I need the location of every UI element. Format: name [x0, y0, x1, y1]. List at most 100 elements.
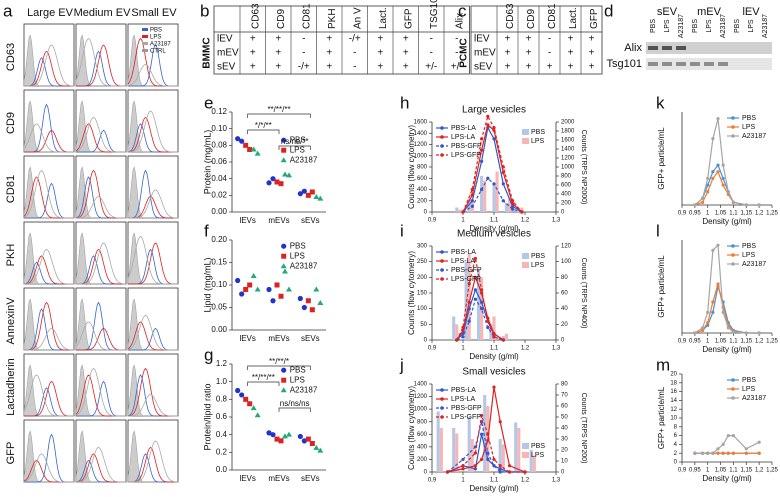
point — [473, 464, 477, 468]
y2-tick-label: 800 — [561, 174, 572, 180]
table-cell: lEV — [474, 34, 490, 45]
dot — [309, 441, 315, 446]
chart-title: Medium vesicles — [457, 229, 531, 240]
table-cell: - — [430, 48, 433, 59]
point — [473, 297, 477, 301]
point — [700, 200, 705, 204]
dot — [278, 181, 284, 187]
y2-tick-label: 0 — [561, 338, 565, 344]
legend-label: A23187 — [742, 133, 766, 140]
dot — [286, 286, 292, 292]
blot-lane: PBS — [692, 19, 699, 33]
legend-swatch — [142, 49, 148, 52]
x-tick-label: 1 — [706, 211, 710, 217]
legend-marker — [731, 134, 735, 138]
point — [470, 193, 474, 197]
y-tick-label: 0.08 — [211, 140, 227, 149]
point — [473, 467, 477, 471]
legend-label: PBS — [531, 129, 545, 136]
blot-band — [718, 62, 728, 66]
line — [462, 177, 523, 213]
legend-marker — [440, 259, 444, 263]
legend-label: LPS-LA — [451, 134, 475, 141]
legend-swatch — [522, 443, 529, 449]
point — [498, 464, 502, 468]
legend-label: PBS — [531, 253, 545, 260]
blot-band — [662, 62, 672, 66]
histogram — [24, 327, 74, 351]
table-cell: + — [377, 62, 383, 73]
point — [461, 467, 465, 471]
histogram — [23, 169, 74, 219]
blot-lane: LPS — [706, 19, 713, 33]
table-cell: lEV — [217, 34, 233, 45]
point — [486, 438, 490, 443]
y2-tick-label: 0 — [561, 470, 565, 476]
row-label: Lactadherin — [5, 358, 17, 416]
x-axis-label: Density (g/ml) — [702, 345, 752, 354]
x-tick-label: 0,9 — [428, 478, 437, 484]
table-cell: + — [526, 62, 532, 73]
histogram — [76, 44, 126, 87]
dot — [235, 277, 241, 284]
point — [492, 126, 496, 130]
point — [711, 176, 715, 181]
bar — [452, 316, 456, 340]
panel-label: f — [204, 221, 209, 240]
panel-label: a — [3, 1, 13, 20]
point — [501, 182, 505, 186]
x-tick-label: 1,1 — [490, 478, 499, 484]
y-tick-label: 200 — [417, 275, 428, 281]
table-cell: + — [275, 62, 281, 73]
x-tick-label: 0,95 — [689, 339, 701, 345]
y-tick-label: 1200 — [414, 394, 428, 400]
point — [716, 282, 720, 286]
legend-marker — [281, 137, 287, 143]
histogram — [24, 380, 74, 417]
point — [721, 183, 725, 187]
bar — [520, 207, 524, 212]
legend-label: PBS — [742, 377, 756, 384]
point — [461, 464, 465, 468]
point — [700, 326, 705, 330]
significance-bracket — [247, 365, 311, 370]
y-tick-label: 400 — [417, 187, 428, 193]
dot — [235, 387, 241, 394]
y2-tick-label: 100 — [561, 259, 572, 265]
point — [480, 159, 484, 163]
dot — [282, 268, 288, 274]
x-tick-label: 1,05 — [715, 211, 727, 217]
dot — [239, 291, 245, 297]
x-tick-label: sEVs — [301, 334, 320, 343]
histogram — [127, 235, 178, 285]
x-tick-label: sEVs — [301, 474, 320, 483]
point — [470, 204, 474, 208]
point — [711, 300, 715, 304]
point — [700, 451, 705, 455]
significance-bracket — [278, 407, 311, 412]
x-axis-label: Density (g/ml) — [469, 484, 519, 493]
legend-label: CTRL — [150, 49, 166, 55]
point — [498, 467, 502, 471]
x-tick-label: 1,25 — [766, 339, 778, 345]
legend-label: PBS — [742, 115, 756, 122]
legend-label: LPS — [150, 35, 161, 41]
point — [510, 207, 515, 211]
table-header: GFP — [589, 8, 600, 29]
legend-marker — [281, 253, 287, 259]
ctrl-histogram — [127, 100, 178, 153]
ctrl-histogram — [127, 298, 178, 351]
x-tick-label: 1,2 — [521, 346, 530, 352]
dot — [243, 142, 249, 148]
legend-marker — [731, 125, 735, 129]
legend-label: PBS-GFP — [451, 405, 482, 412]
bar — [439, 428, 443, 472]
table-cell: + — [250, 62, 256, 73]
y2-tick-label: 60 — [561, 404, 568, 410]
bar — [501, 444, 505, 472]
x-tick-label: mEVs — [268, 216, 289, 225]
point — [510, 201, 515, 206]
ctrl-histogram — [127, 430, 178, 483]
ctrl-histogram — [23, 34, 74, 87]
